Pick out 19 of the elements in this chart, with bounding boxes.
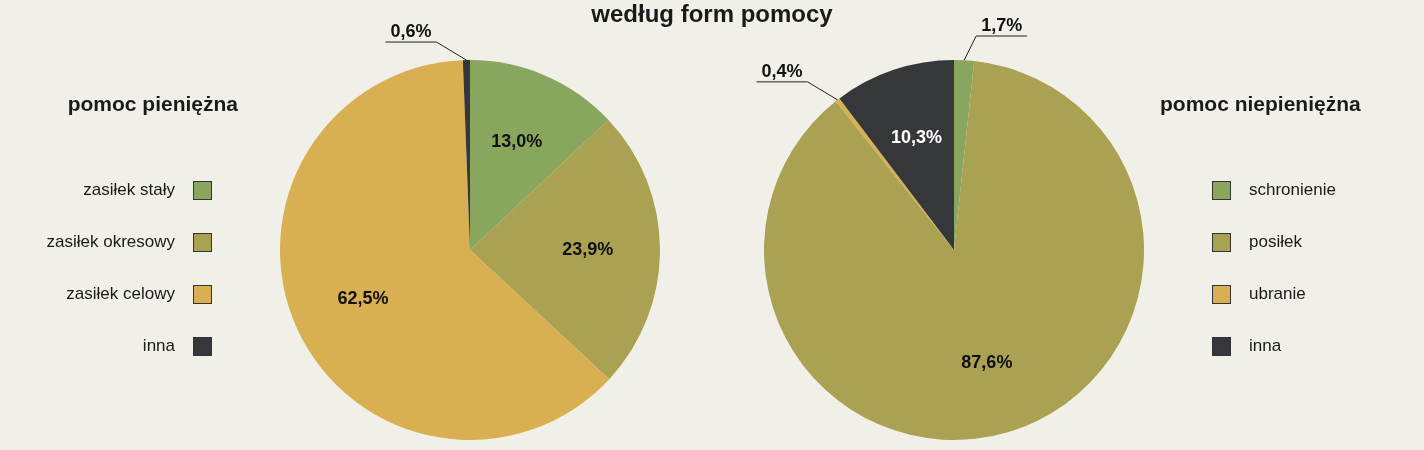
legend-label: zasiłek okresowy [46,232,175,252]
data-label: 62,5% [337,288,389,309]
data-label: 0,6% [390,21,432,41]
data-label: 0,4% [761,60,803,81]
data-label: 23,9% [562,238,614,259]
legend-label: zasiłek celowy [66,284,175,304]
legend-label: zasiłek stały [83,180,175,200]
data-label: 13,0% [491,130,543,151]
data-label: 10,3% [891,127,943,148]
data-label: 87,6% [961,352,1013,373]
legend-label: schronienie [1249,180,1336,200]
legend-title: pomoc pieniężna [67,92,238,116]
legend-title: pomoc niepieniężna [1160,92,1361,116]
data-label: 1,7% [981,14,1023,35]
legend-label: posiłek [1249,232,1302,252]
text: według form pomocy [591,0,833,27]
legend-label: inna [1249,336,1282,356]
legend-label: inna [142,336,175,356]
legend-label: ubranie [1249,284,1306,304]
